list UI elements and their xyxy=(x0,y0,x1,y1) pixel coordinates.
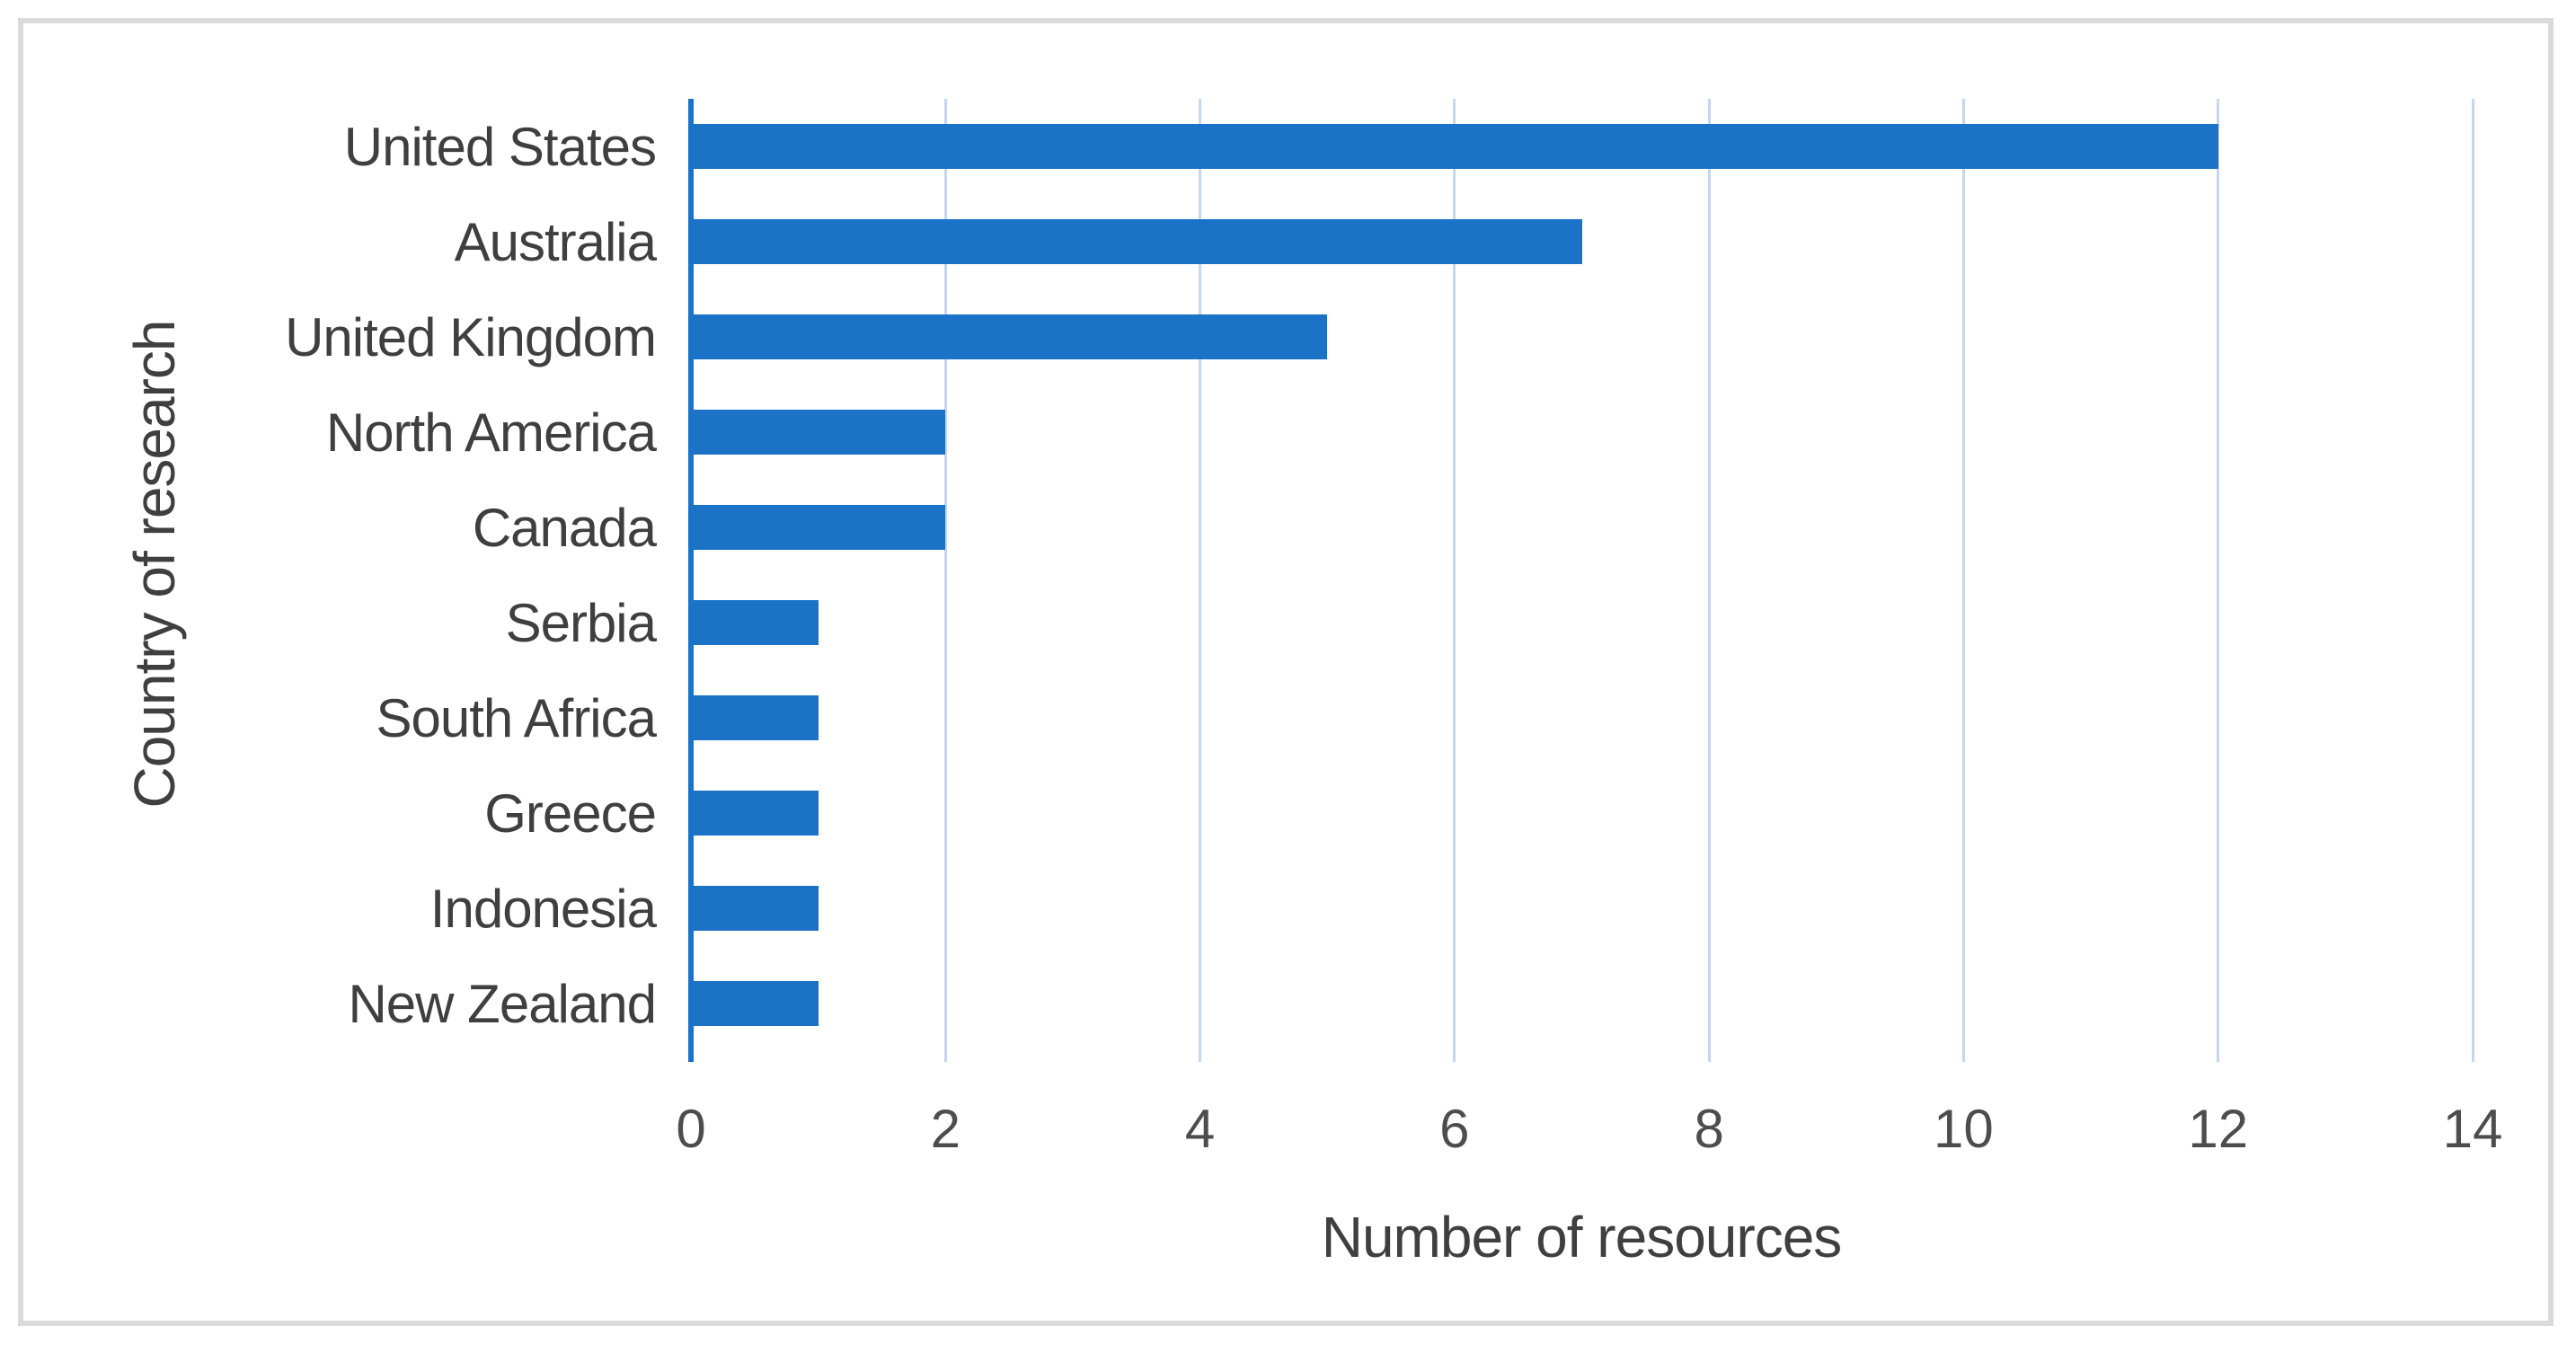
x-tick-label: 12 xyxy=(2188,1099,2249,1159)
category-row: New Zealand xyxy=(216,956,657,1051)
x-tick-label: 4 xyxy=(1184,1099,1216,1159)
bar xyxy=(691,124,2218,169)
category-label: Canada xyxy=(472,497,657,558)
gridline xyxy=(943,99,947,1062)
bar xyxy=(691,314,1328,359)
bar xyxy=(691,695,819,740)
category-row: United States xyxy=(216,99,657,194)
x-tick-label: 14 xyxy=(2442,1099,2503,1159)
bar xyxy=(691,600,819,645)
category-label: Australia xyxy=(454,211,657,272)
gridline xyxy=(1453,99,1456,1062)
gridline xyxy=(1707,99,1711,1062)
gridline xyxy=(1961,99,1965,1062)
category-label: Greece xyxy=(484,783,657,844)
category-row: Canada xyxy=(216,480,657,575)
bar xyxy=(691,410,946,455)
category-row: Serbia xyxy=(216,575,657,670)
category-label: Indonesia xyxy=(429,878,657,939)
category-row: United Kingdom xyxy=(216,289,657,385)
category-label: United Kingdom xyxy=(285,306,657,367)
bar xyxy=(691,791,819,836)
category-row: Greece xyxy=(216,765,657,861)
category-row: North America xyxy=(216,385,657,480)
bar xyxy=(691,505,946,550)
plot-area xyxy=(688,99,2474,1062)
bar xyxy=(691,886,819,931)
gridline xyxy=(2217,99,2220,1062)
x-axis-tick-labels: 0 2 4 6 8 10 12 14 xyxy=(676,1098,2502,1179)
category-label: Serbia xyxy=(505,592,657,653)
bar xyxy=(691,219,1582,264)
category-label: North America xyxy=(325,402,657,463)
bar xyxy=(691,981,819,1026)
category-label: United States xyxy=(343,116,657,177)
x-tick-label: 10 xyxy=(1934,1099,1994,1159)
y-axis-category-labels: United States Australia United Kingdom Nort… xyxy=(216,99,657,1051)
category-label: South Africa xyxy=(376,687,657,748)
x-tick-label: 6 xyxy=(1439,1099,1470,1159)
x-tick-label: 2 xyxy=(930,1099,960,1159)
category-row: Australia xyxy=(216,194,657,289)
category-label: New Zealand xyxy=(348,973,657,1034)
gridline xyxy=(1199,99,1202,1062)
gridline xyxy=(2471,99,2474,1062)
x-axis-title: Number of resources xyxy=(1321,1205,1843,1269)
x-tick-label: 8 xyxy=(1694,1099,1724,1159)
y-axis-line xyxy=(688,99,694,1062)
category-row: South Africa xyxy=(216,670,657,765)
x-tick-label: 0 xyxy=(676,1099,706,1159)
category-row: Indonesia xyxy=(216,861,657,956)
y-axis-title: Country of research xyxy=(122,320,187,809)
